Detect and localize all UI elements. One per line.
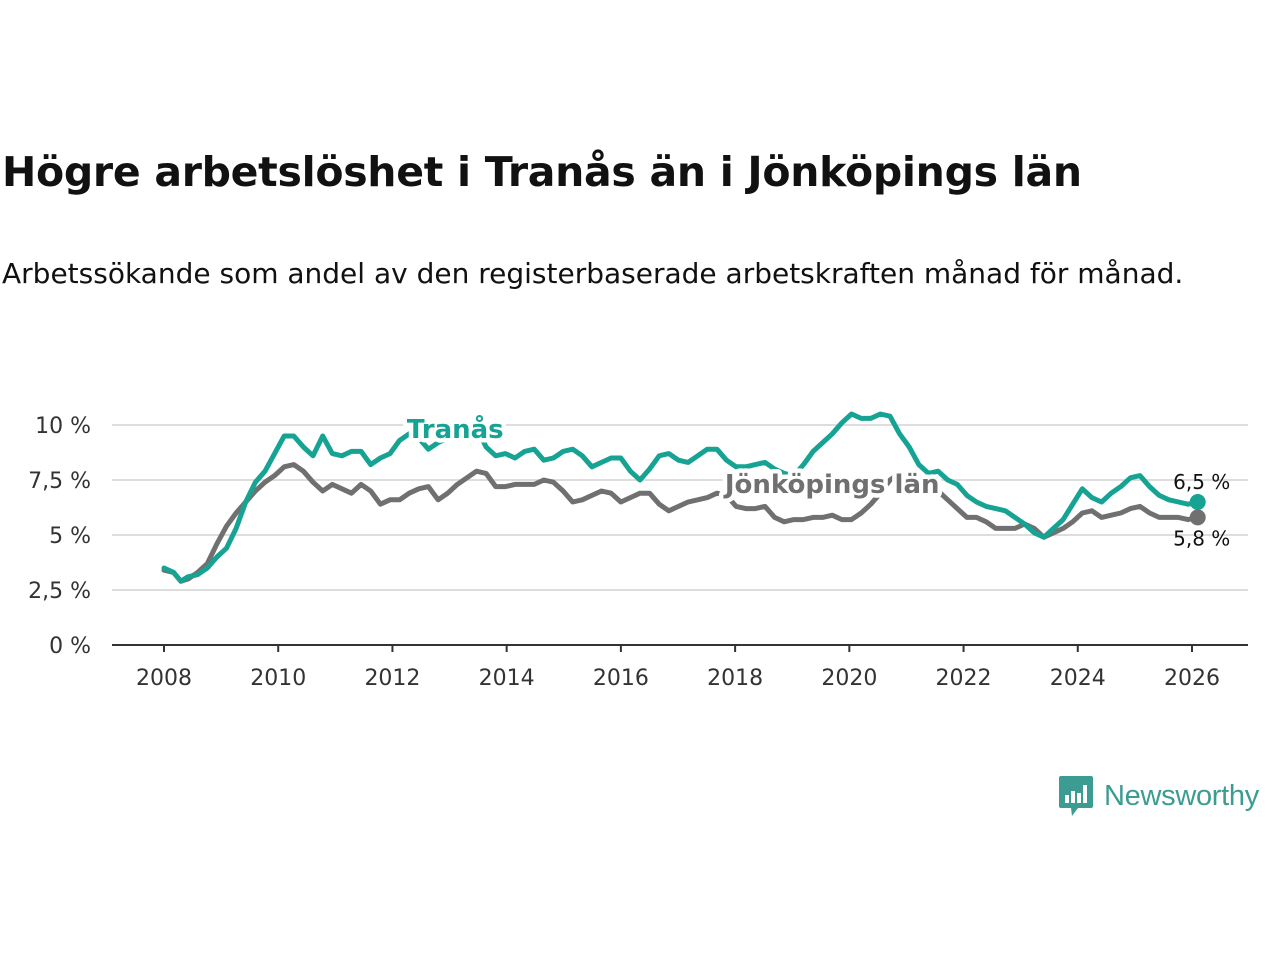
y-tick-label: 10 % bbox=[35, 414, 91, 439]
y-tick-label: 0 % bbox=[49, 634, 91, 659]
series-lines bbox=[161, 411, 1201, 584]
series-label-halo: Jönköpings län bbox=[723, 470, 940, 500]
x-tick-label: 2014 bbox=[479, 666, 535, 691]
series-line-tran-s bbox=[161, 411, 1201, 584]
y-axis-ticks: 0 % 2,5 % 5 % 7,5 % 10 % bbox=[28, 414, 91, 659]
end-point-marker bbox=[1189, 494, 1206, 510]
series-label-halo: Tranås bbox=[407, 413, 504, 445]
chart-subtitle: Arbetssökande som andel av den registerb… bbox=[2, 257, 1184, 290]
x-tick-label: 2008 bbox=[136, 666, 192, 691]
grid-lines bbox=[112, 424, 1248, 591]
end-value-label: 5,8 % bbox=[1173, 526, 1230, 550]
end-point-marker bbox=[1189, 509, 1206, 526]
newsworthy-brand[interactable]: Newsworthy bbox=[1058, 772, 1259, 820]
end-markers: 5,8 % 6,5 % bbox=[1173, 470, 1230, 550]
newsworthy-logo-icon bbox=[1059, 776, 1093, 816]
series-label: Jönköpings län bbox=[723, 470, 940, 500]
x-tick-label: 2018 bbox=[707, 666, 763, 691]
x-tick-label: 2026 bbox=[1164, 666, 1220, 691]
x-axis: 2008 2010 2012 2014 2016 2018 2020 2022 2024 2026 bbox=[112, 644, 1248, 691]
x-tick-label: 2022 bbox=[936, 666, 992, 691]
y-tick-label: 5 % bbox=[49, 524, 91, 549]
x-tick-label: 2024 bbox=[1050, 666, 1106, 691]
end-value-label: 6,5 % bbox=[1173, 470, 1230, 494]
line-chart: 0 % 2,5 % 5 % 7,5 % 10 % 2008 2010 2012 2014 201… bbox=[28, 409, 1248, 691]
brand-name: Newsworthy bbox=[1104, 779, 1259, 812]
y-tick-label: 2,5 % bbox=[28, 579, 91, 604]
series-line-j-nk-pings-l-n bbox=[161, 462, 1201, 584]
y-tick-label: 7,5 % bbox=[28, 469, 91, 494]
chart-title: Högre arbetslöshet i Tranås än i Jönköpi… bbox=[2, 148, 1082, 196]
x-tick-label: 2012 bbox=[364, 666, 420, 691]
x-tick-label: 2020 bbox=[821, 666, 877, 691]
x-tick-label: 2016 bbox=[593, 666, 649, 691]
x-tick-label: 2010 bbox=[250, 666, 306, 691]
series-label: Tranås bbox=[407, 413, 504, 445]
